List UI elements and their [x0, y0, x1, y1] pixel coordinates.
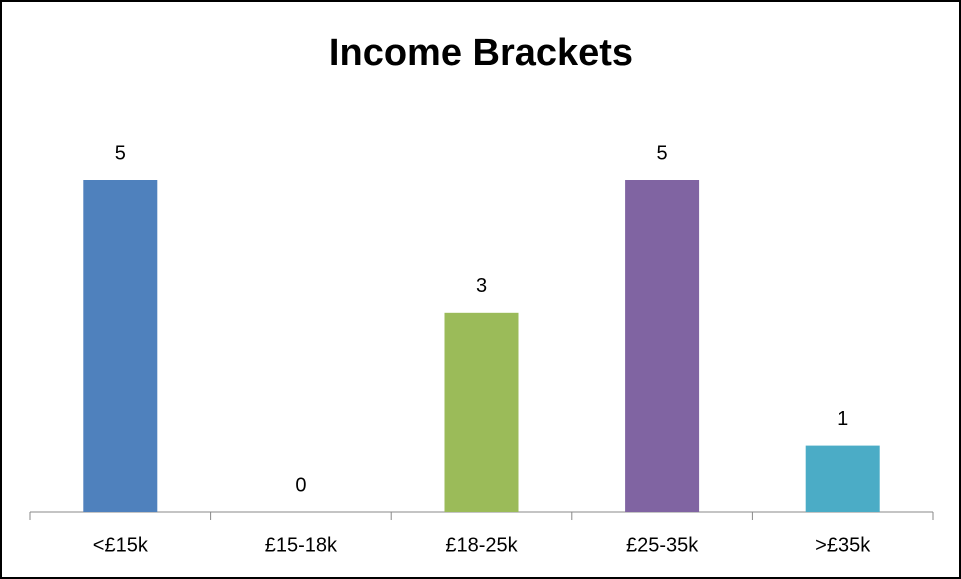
- data-label: 1: [837, 408, 848, 430]
- x-tick-label: >£35k: [815, 534, 871, 556]
- data-label: 0: [295, 474, 306, 496]
- bar: [625, 180, 700, 512]
- data-label: 5: [115, 142, 126, 164]
- x-tick-label: £18-25k: [445, 534, 518, 556]
- x-tick-label: £15-18k: [265, 534, 338, 556]
- chart-title: Income Brackets: [329, 32, 633, 74]
- data-label: 3: [476, 275, 487, 297]
- bar: [805, 445, 880, 512]
- x-tick-label: £25-35k: [626, 534, 699, 556]
- bar: [83, 180, 158, 512]
- bar: [444, 312, 519, 512]
- data-label: 5: [657, 142, 668, 164]
- x-tick-label: <£15k: [93, 534, 149, 556]
